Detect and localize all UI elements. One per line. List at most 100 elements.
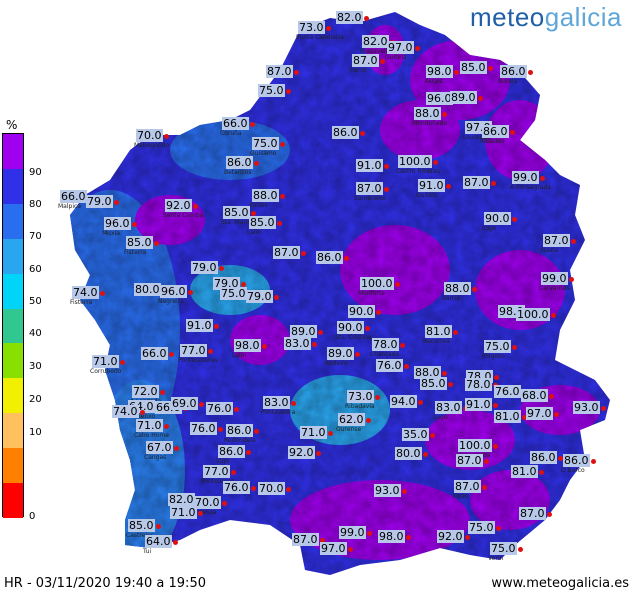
station-marker[interactable]: 99.0 [512, 171, 545, 184]
station-marker[interactable]: 88.0 [414, 366, 447, 379]
station-marker[interactable]: 74.0 [112, 405, 145, 418]
station-marker[interactable]: 80.0 [395, 447, 428, 460]
station-marker[interactable]: 69.0 [171, 397, 204, 410]
station-marker[interactable]: 75.0 [468, 521, 501, 534]
station-marker[interactable]: 70.0 [194, 496, 227, 509]
station-marker[interactable]: 86.0 [500, 65, 533, 78]
station-marker[interactable]: 35.0 [402, 428, 435, 441]
station-marker[interactable]: 72.0 [132, 385, 165, 398]
station-marker[interactable]: 87.0 [292, 533, 325, 546]
station-marker[interactable]: 96.0 [104, 217, 137, 230]
station-marker[interactable]: 98.0 [234, 339, 267, 352]
station-marker[interactable]: 70.0 [258, 482, 291, 495]
station-marker[interactable]: 93.0 [374, 484, 407, 497]
station-marker[interactable]: 66.0 [141, 347, 174, 360]
station-marker[interactable]: 87.0 [454, 480, 487, 493]
station-marker[interactable]: 97.0 [320, 542, 353, 555]
station-marker[interactable]: 83.0 [263, 396, 296, 409]
station-marker[interactable]: 96.0 [160, 285, 193, 298]
station-marker[interactable]: 92.0 [288, 446, 321, 459]
station-marker[interactable]: 98.0 [426, 65, 459, 78]
station-marker[interactable]: 79.0 [246, 290, 279, 303]
station-marker[interactable]: 86.0 [226, 156, 259, 169]
station-marker[interactable]: 79.0 [213, 277, 246, 290]
station-marker[interactable]: 77.0 [203, 465, 236, 478]
station-marker[interactable]: 90.0 [484, 212, 517, 225]
station-marker[interactable]: 73.0 [347, 390, 380, 403]
station-marker[interactable]: 99.0 [541, 272, 574, 285]
station-marker[interactable]: 62.0 [338, 413, 371, 426]
station-marker[interactable]: 87.0 [543, 234, 576, 247]
station-marker[interactable]: 97.0 [526, 407, 559, 420]
station-marker[interactable]: 100.0 [360, 277, 400, 290]
station-marker[interactable]: 81.0 [511, 465, 544, 478]
station-marker[interactable]: 68.0 [521, 389, 554, 402]
station-marker[interactable]: 75.0 [490, 542, 523, 555]
station-marker[interactable]: 78.0 [372, 338, 405, 351]
station-marker[interactable]: 98.0 [378, 530, 411, 543]
station-marker[interactable]: 100.0 [458, 439, 498, 452]
station-marker[interactable]: 74.0 [72, 286, 105, 299]
station-marker[interactable]: 86.0 [218, 445, 251, 458]
station-marker[interactable]: 87.0 [519, 507, 552, 520]
station-marker[interactable]: 76.0 [206, 402, 239, 415]
station-marker[interactable]: 90.0 [337, 321, 370, 334]
station-marker[interactable]: 88.0 [414, 107, 447, 120]
station-marker[interactable]: 99.0 [339, 526, 372, 539]
station-marker[interactable]: 78.0 [465, 378, 498, 391]
station-marker[interactable]: 100.0 [398, 155, 438, 168]
site-url[interactable]: www.meteogalicia.es [491, 576, 629, 591]
station-marker[interactable]: 73.0 [298, 21, 331, 34]
station-marker[interactable]: 94.0 [390, 395, 423, 408]
station-marker[interactable]: 88.0 [252, 189, 285, 202]
station-marker[interactable]: 83.0 [435, 401, 468, 414]
station-marker[interactable]: 81.0 [425, 325, 458, 338]
station-marker[interactable]: 90.0 [348, 305, 381, 318]
station-marker[interactable]: 92.0 [437, 530, 470, 543]
station-marker[interactable]: 64.0 [145, 535, 178, 548]
station-marker[interactable]: 85.0 [128, 519, 161, 532]
station-marker[interactable]: 76.0 [190, 422, 223, 435]
station-marker[interactable]: 86.0 [226, 424, 259, 437]
station-marker[interactable]: 81.0 [494, 410, 527, 423]
station-marker[interactable]: 86.0 [563, 454, 596, 467]
station-marker[interactable]: 87.0 [456, 454, 489, 467]
station-marker[interactable]: 91.0 [186, 319, 219, 332]
station-marker[interactable]: 79.0 [191, 261, 224, 274]
station-marker[interactable]: 93.0 [573, 401, 606, 414]
station-marker[interactable]: 85.0 [223, 206, 256, 219]
station-marker[interactable]: 91.0 [418, 179, 451, 192]
station-marker[interactable]: 88.0 [444, 282, 477, 295]
station-marker[interactable]: 85.0 [460, 61, 493, 74]
station-marker[interactable]: 77.0 [180, 344, 213, 357]
station-marker[interactable]: 66.0 [222, 117, 255, 130]
station-marker[interactable]: 79.0 [86, 195, 119, 208]
station-marker[interactable]: 89.0 [450, 91, 483, 104]
station-marker[interactable]: 71.0 [170, 506, 203, 519]
station-marker[interactable]: 85.0 [420, 377, 453, 390]
station-marker[interactable]: 85.0 [249, 216, 282, 229]
station-marker[interactable]: 97.0 [387, 41, 420, 54]
station-marker[interactable]: 87.0 [352, 54, 385, 67]
station-marker[interactable]: 86.0 [530, 451, 563, 464]
station-marker[interactable]: 86.0 [482, 125, 515, 138]
station-marker[interactable]: 71.0 [92, 355, 125, 368]
station-marker[interactable]: 87.0 [273, 246, 306, 259]
station-marker[interactable]: 75.0 [258, 84, 291, 97]
station-marker[interactable]: 87.0 [266, 65, 299, 78]
station-marker[interactable]: 89.0 [327, 347, 360, 360]
station-marker[interactable]: 70.0 [136, 129, 169, 142]
station-marker[interactable]: 89.0 [290, 325, 323, 338]
station-marker[interactable]: 92.0 [165, 199, 198, 212]
station-marker[interactable]: 67.0 [146, 441, 179, 454]
station-marker[interactable]: 86.0 [316, 251, 349, 264]
station-marker[interactable]: 87.0 [463, 176, 496, 189]
station-marker[interactable]: 91.0 [356, 159, 389, 172]
station-marker[interactable]: 85.0 [126, 236, 159, 249]
station-marker[interactable]: 71.0 [136, 419, 169, 432]
station-marker[interactable]: 83.0 [284, 337, 317, 350]
station-marker[interactable]: 75.0 [484, 340, 517, 353]
station-marker[interactable]: 76.0 [223, 481, 256, 494]
station-marker[interactable]: 87.0 [356, 182, 389, 195]
station-marker[interactable]: 82.0 [336, 11, 369, 24]
